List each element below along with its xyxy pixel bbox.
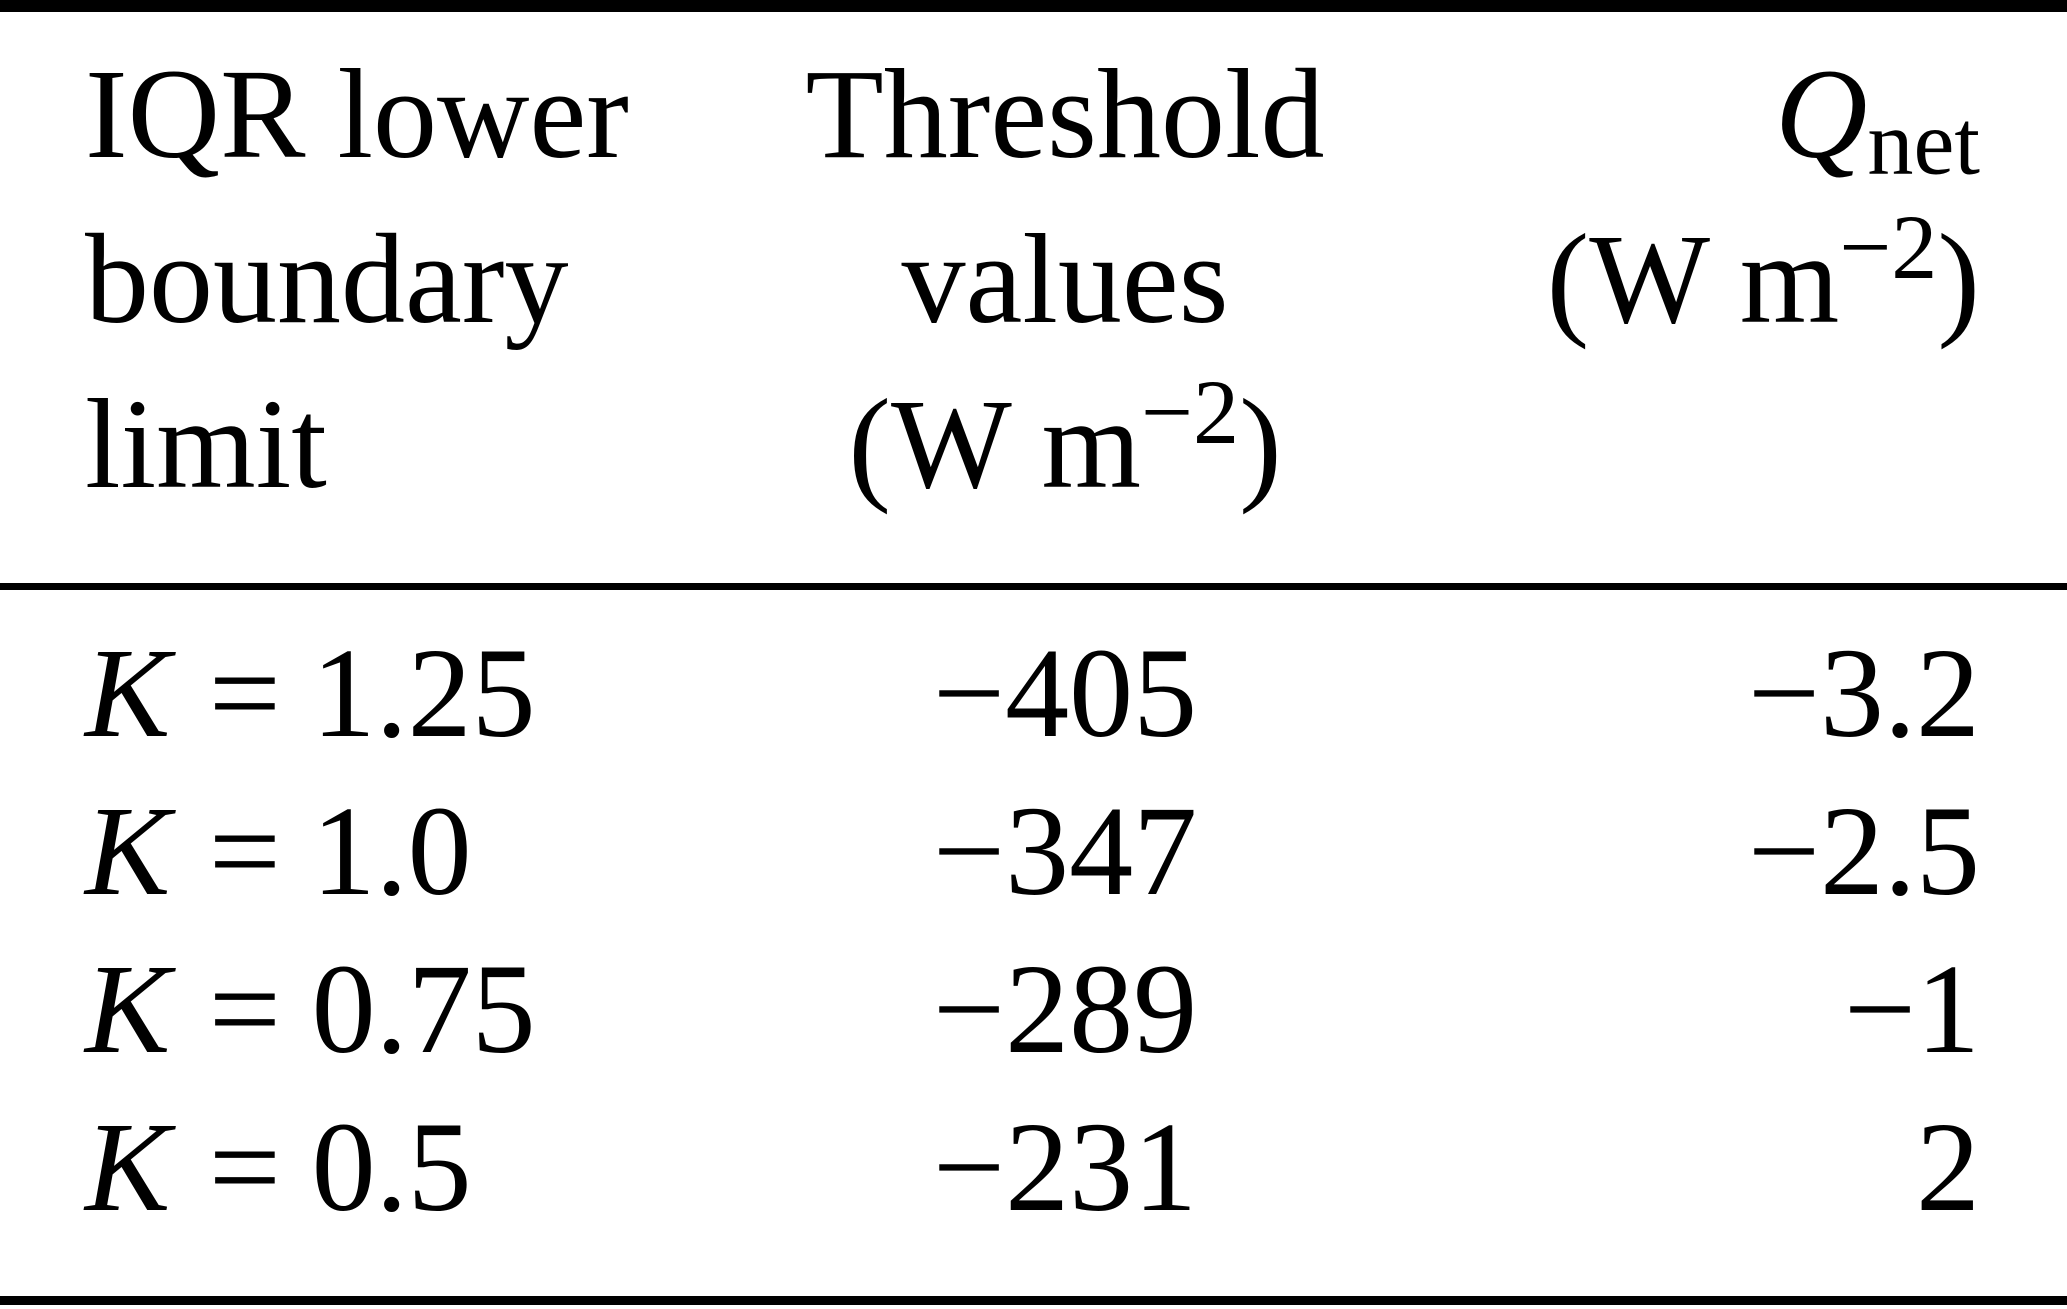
unit-exponent: −2 — [1141, 360, 1240, 463]
table-row: K = 1.25 −405 −3.2 — [0, 614, 2067, 772]
k-cell: K = 0.5 — [85, 1088, 685, 1246]
table-header: IQR lower boundary limit Threshold value… — [0, 12, 2067, 527]
equals-sign: = — [208, 780, 281, 922]
k-cell: K = 0.75 — [85, 930, 685, 1088]
header-line: limit — [85, 373, 327, 515]
unit-label: (W m−2) — [1445, 197, 1980, 362]
header-col-iqr-limit: IQR lower boundary limit — [85, 32, 685, 527]
k-symbol: K — [85, 780, 171, 922]
qnet-value: 2 — [1916, 1096, 1980, 1238]
header-line: boundary — [85, 208, 569, 350]
qnet-value: −2.5 — [1747, 780, 1980, 922]
equals-sign: = — [208, 1096, 281, 1238]
unit-suffix: ) — [1937, 208, 1980, 350]
unit-exponent: −2 — [1839, 195, 1938, 298]
unit-prefix: (W m — [1546, 208, 1840, 350]
k-value: 1.0 — [311, 780, 472, 922]
k-symbol: K — [85, 938, 171, 1080]
equals-sign: = — [208, 622, 281, 764]
bottom-rule — [0, 1296, 2067, 1305]
q-symbol: Q — [1774, 43, 1868, 185]
table-row: K = 0.5 −231 2 — [0, 1088, 2067, 1246]
qnet-symbol: Qnet — [1445, 32, 1980, 197]
threshold-value: −405 — [932, 622, 1198, 764]
table-body: K = 1.25 −405 −3.2 K = 1.0 −347 −2.5 K = 0.75 … — [0, 590, 2067, 1296]
k-value: 1.25 — [311, 622, 536, 764]
qnet-value: −1 — [1843, 938, 1980, 1080]
header-col-threshold: Threshold values (W m−2) — [685, 32, 1445, 527]
header-line: values — [901, 208, 1229, 350]
k-symbol: K — [85, 622, 171, 764]
threshold-value: −231 — [932, 1096, 1198, 1238]
threshold-value: −289 — [932, 938, 1198, 1080]
threshold-value: −347 — [932, 780, 1198, 922]
table-row: K = 1.0 −347 −2.5 — [0, 772, 2067, 930]
header-line: IQR lower — [85, 43, 629, 185]
unit-prefix: (W m — [848, 373, 1141, 515]
unit-suffix: ) — [1239, 373, 1282, 515]
k-value: 0.75 — [311, 938, 536, 1080]
unit-label: (W m−2) — [685, 362, 1445, 527]
equals-sign: = — [208, 938, 281, 1080]
header-line: Threshold — [805, 43, 1325, 185]
k-symbol: K — [85, 1096, 171, 1238]
header-rule — [0, 583, 2067, 590]
k-cell: K = 1.25 — [85, 614, 685, 772]
k-value: 0.5 — [311, 1096, 472, 1238]
table-row: K = 0.75 −289 −1 — [0, 930, 2067, 1088]
top-rule — [0, 0, 2067, 12]
header-col-qnet: Qnet (W m−2) — [1445, 32, 1980, 527]
qnet-value: −3.2 — [1747, 622, 1980, 764]
k-cell: K = 1.0 — [85, 772, 685, 930]
q-subscript: net — [1867, 91, 1980, 194]
